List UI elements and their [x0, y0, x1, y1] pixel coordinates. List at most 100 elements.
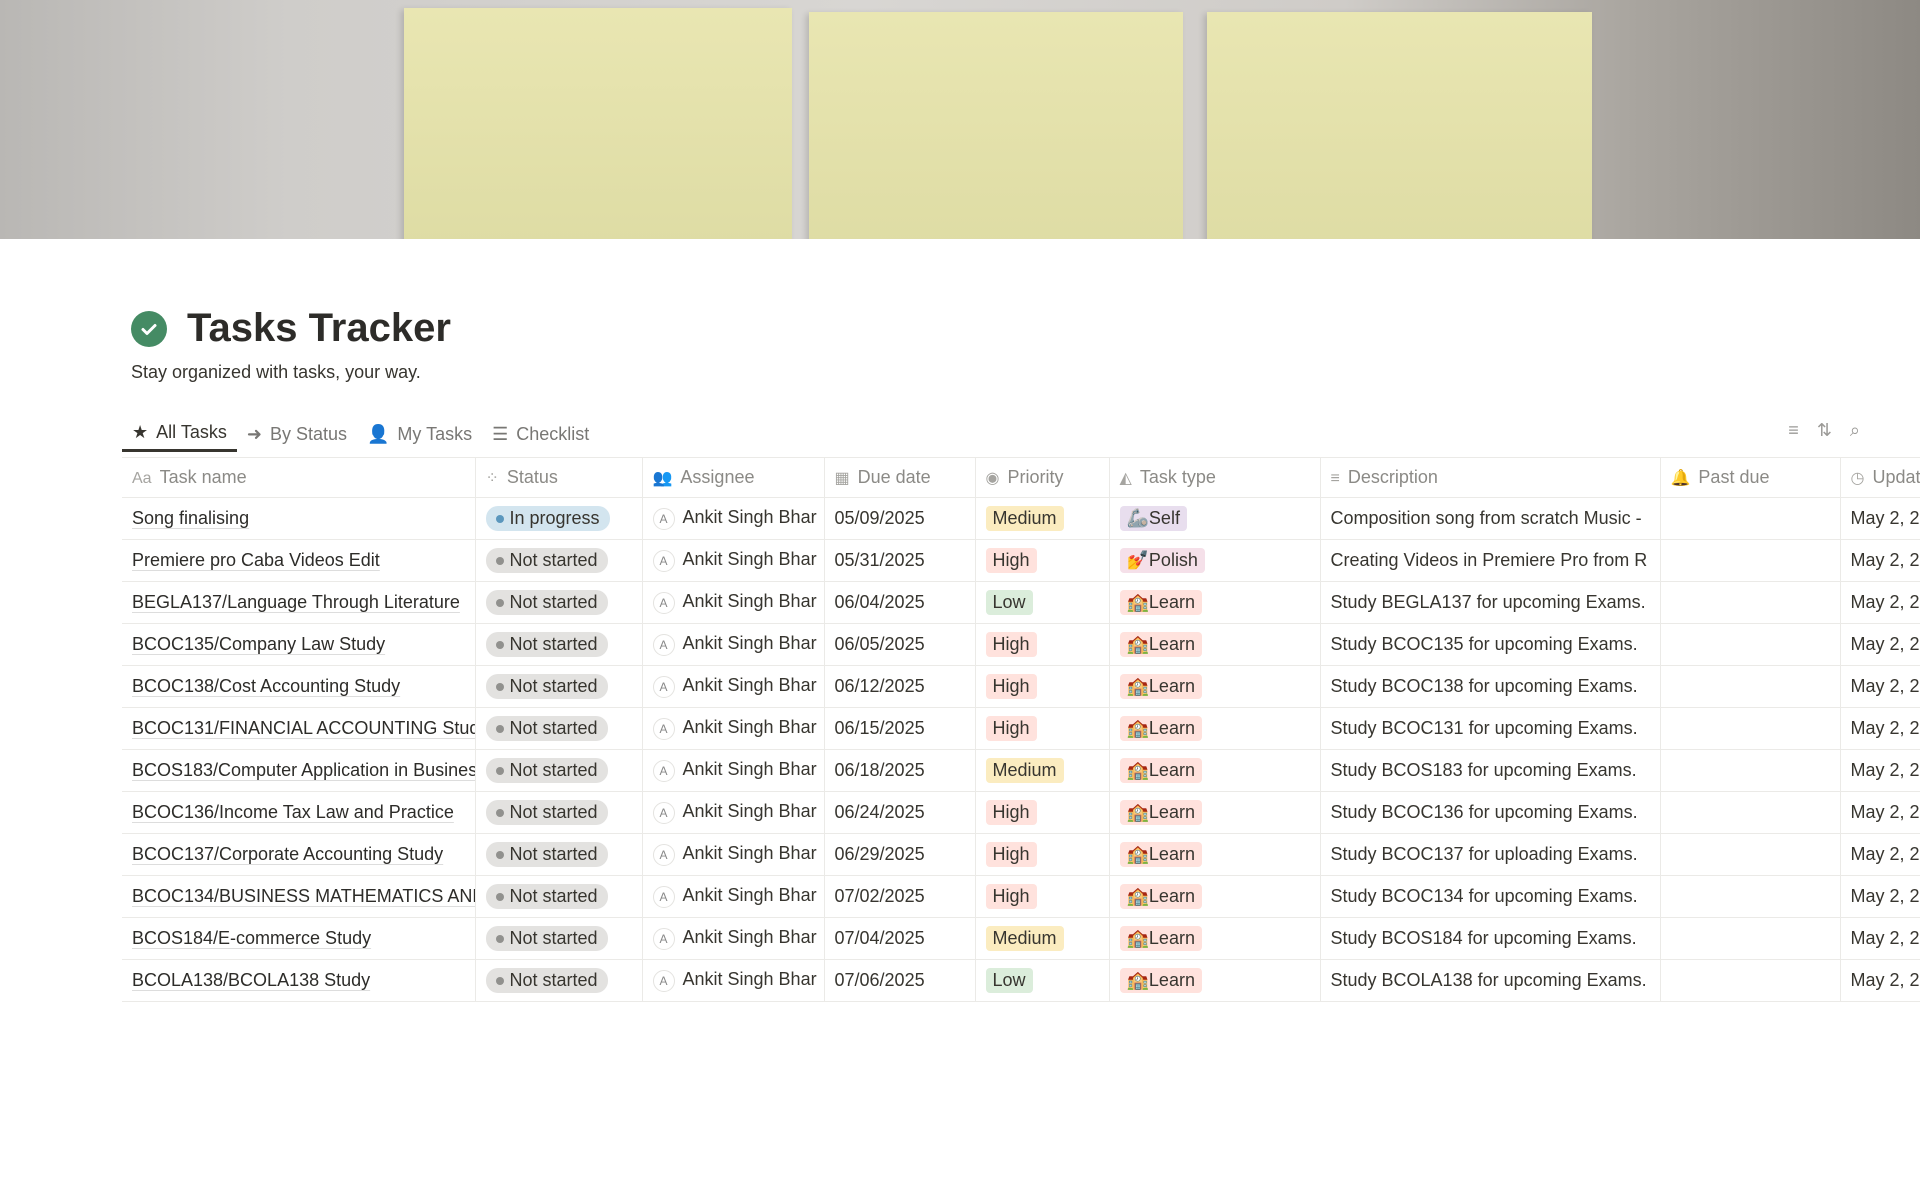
due-date-cell[interactable]: 05/09/2025	[823, 497, 976, 540]
status-cell[interactable]: Not started	[474, 791, 643, 834]
description-cell[interactable]: Study BEGLA137 for upcoming Exams.	[1319, 581, 1661, 624]
task-type-cell[interactable]: 🏫Learn	[1108, 665, 1321, 708]
description-cell[interactable]: Study BCOS183 for upcoming Exams.	[1319, 749, 1661, 792]
task-name-cell[interactable]: Song finalising	[122, 497, 476, 540]
status-cell[interactable]: Not started	[474, 539, 643, 582]
assignee-cell[interactable]: A Ankit Singh Bhar	[641, 539, 825, 582]
task-type-cell[interactable]: 🏫Learn	[1108, 749, 1321, 792]
description-cell[interactable]: Study BCOC136 for upcoming Exams.	[1319, 791, 1661, 834]
description-cell[interactable]: Study BCOC135 for upcoming Exams.	[1319, 623, 1661, 666]
description-cell[interactable]: Study BCOLA138 for upcoming Exams.	[1319, 959, 1661, 1002]
description-cell[interactable]: Study BCOS184 for upcoming Exams.	[1319, 917, 1661, 960]
status-cell[interactable]: Not started	[474, 749, 643, 792]
task-type-cell[interactable]: 🏫Learn	[1108, 623, 1321, 666]
status-cell[interactable]: Not started	[474, 707, 643, 750]
priority-cell[interactable]: Medium	[974, 749, 1110, 792]
assignee-cell[interactable]: A Ankit Singh Bhar	[641, 959, 825, 1002]
past-due-cell[interactable]	[1659, 707, 1841, 750]
task-name[interactable]: BEGLA137/Language Through Literature	[132, 592, 460, 612]
description-cell[interactable]: Creating Videos in Premiere Pro from R	[1319, 539, 1661, 582]
assignee-cell[interactable]: A Ankit Singh Bhar	[641, 791, 825, 834]
search-icon[interactable]: ⌕	[1849, 420, 1860, 440]
assignee-cell[interactable]: A Ankit Singh Bhar	[641, 623, 825, 666]
column-header-task-type[interactable]: ◭ Task type	[1108, 457, 1321, 498]
due-date-cell[interactable]: 07/06/2025	[823, 959, 976, 1002]
table-row[interactable]: BCOC131/FINANCIAL ACCOUNTING Study Not s…	[122, 707, 1920, 750]
due-date-cell[interactable]: 06/15/2025	[823, 707, 976, 750]
past-due-cell[interactable]	[1659, 539, 1841, 582]
status-cell[interactable]: Not started	[474, 917, 643, 960]
past-due-cell[interactable]	[1659, 833, 1841, 876]
due-date-cell[interactable]: 07/02/2025	[823, 875, 976, 918]
task-name-cell[interactable]: BCOS183/Computer Application in Business	[122, 749, 476, 792]
status-cell[interactable]: Not started	[474, 833, 643, 876]
status-cell[interactable]: Not started	[474, 581, 643, 624]
tab-checklist[interactable]: ☰ Checklist	[482, 416, 599, 452]
task-name-cell[interactable]: BCOC137/Corporate Accounting Study	[122, 833, 476, 876]
table-row[interactable]: BCOLA138/BCOLA138 Study Not started A Ank…	[122, 959, 1920, 1002]
status-cell[interactable]: Not started	[474, 623, 643, 666]
table-row[interactable]: Song finalising In progress A Ankit Singh…	[122, 497, 1920, 540]
due-date-cell[interactable]: 06/24/2025	[823, 791, 976, 834]
column-header-due-date[interactable]: ▦ Due date	[823, 457, 976, 498]
assignee-cell[interactable]: A Ankit Singh Bhar	[641, 497, 825, 540]
task-name[interactable]: BCOC136/Income Tax Law and Practice	[132, 802, 454, 822]
priority-cell[interactable]: High	[974, 665, 1110, 708]
priority-cell[interactable]: Low	[974, 581, 1110, 624]
past-due-cell[interactable]	[1659, 581, 1841, 624]
due-date-cell[interactable]: 05/31/2025	[823, 539, 976, 582]
priority-cell[interactable]: Medium	[974, 497, 1110, 540]
task-type-cell[interactable]: 🏫Learn	[1108, 959, 1321, 1002]
sort-icon[interactable]: ⇅	[1816, 420, 1832, 440]
task-type-cell[interactable]: 💅Polish	[1108, 539, 1321, 582]
assignee-cell[interactable]: A Ankit Singh Bhar	[641, 581, 825, 624]
description-cell[interactable]: Study BCOC131 for upcoming Exams.	[1319, 707, 1661, 750]
past-due-cell[interactable]	[1659, 917, 1841, 960]
task-type-cell[interactable]: 🏫Learn	[1108, 917, 1321, 960]
column-header-assignee[interactable]: 👥 Assignee	[641, 457, 825, 498]
filter-icon[interactable]: ≡	[1788, 420, 1799, 440]
task-type-cell[interactable]: 🏫Learn	[1108, 875, 1321, 918]
table-row[interactable]: BEGLA137/Language Through Literature Not…	[122, 581, 1920, 624]
table-row[interactable]: BCOC137/Corporate Accounting Study Not s…	[122, 833, 1920, 876]
past-due-cell[interactable]	[1659, 959, 1841, 1002]
column-header-past-due[interactable]: 🔔 Past due	[1659, 457, 1841, 498]
past-due-cell[interactable]	[1659, 665, 1841, 708]
assignee-cell[interactable]: A Ankit Singh Bhar	[641, 917, 825, 960]
priority-cell[interactable]: High	[974, 707, 1110, 750]
past-due-cell[interactable]	[1659, 749, 1841, 792]
table-row[interactable]: BCOS184/E-commerce Study Not started A An…	[122, 917, 1920, 960]
priority-cell[interactable]: High	[974, 623, 1110, 666]
table-row[interactable]: BCOS183/Computer Application in Business…	[122, 749, 1920, 792]
task-name[interactable]: BCOC134/BUSINESS MATHEMATICS AND STATIST…	[132, 886, 474, 906]
status-cell[interactable]: In progress	[474, 497, 643, 540]
table-row[interactable]: BCOC136/Income Tax Law and Practice Not …	[122, 791, 1920, 834]
description-cell[interactable]: Study BCOC138 for upcoming Exams.	[1319, 665, 1661, 708]
priority-cell[interactable]: High	[974, 539, 1110, 582]
table-row[interactable]: BCOC134/BUSINESS MATHEMATICS AND STATIST…	[122, 875, 1920, 918]
due-date-cell[interactable]: 06/12/2025	[823, 665, 976, 708]
task-name[interactable]: BCOC138/Cost Accounting Study	[132, 676, 401, 696]
column-header-updated[interactable]: ◷ Updated	[1839, 457, 1920, 498]
priority-cell[interactable]: High	[974, 791, 1110, 834]
task-name-cell[interactable]: BCOC138/Cost Accounting Study	[122, 665, 476, 708]
description-cell[interactable]: Composition song from scratch Music -	[1319, 497, 1661, 540]
priority-cell[interactable]: High	[974, 833, 1110, 876]
task-name-cell[interactable]: BCOC131/FINANCIAL ACCOUNTING Study	[122, 707, 476, 750]
status-cell[interactable]: Not started	[474, 665, 643, 708]
description-cell[interactable]: Study BCOC137 for uploading Exams.	[1319, 833, 1661, 876]
column-header-description[interactable]: ≡ Description	[1319, 457, 1661, 498]
assignee-cell[interactable]: A Ankit Singh Bhar	[641, 749, 825, 792]
due-date-cell[interactable]: 06/04/2025	[823, 581, 976, 624]
task-type-cell[interactable]: 🏫Learn	[1108, 833, 1321, 876]
priority-cell[interactable]: Low	[974, 959, 1110, 1002]
task-name-cell[interactable]: Premiere pro Caba Videos Edit	[122, 539, 476, 582]
task-name-cell[interactable]: BEGLA137/Language Through Literature	[122, 581, 476, 624]
due-date-cell[interactable]: 07/04/2025	[823, 917, 976, 960]
due-date-cell[interactable]: 06/18/2025	[823, 749, 976, 792]
column-header-task-name[interactable]: Aa Task name	[122, 457, 476, 498]
tab-all-tasks[interactable]: ★ All Tasks	[122, 416, 237, 452]
task-name-cell[interactable]: BCOC134/BUSINESS MATHEMATICS AND STATIST…	[122, 875, 476, 918]
task-name[interactable]: Song finalising	[132, 508, 250, 528]
tab-my-tasks[interactable]: 👤 My Tasks	[357, 416, 482, 452]
